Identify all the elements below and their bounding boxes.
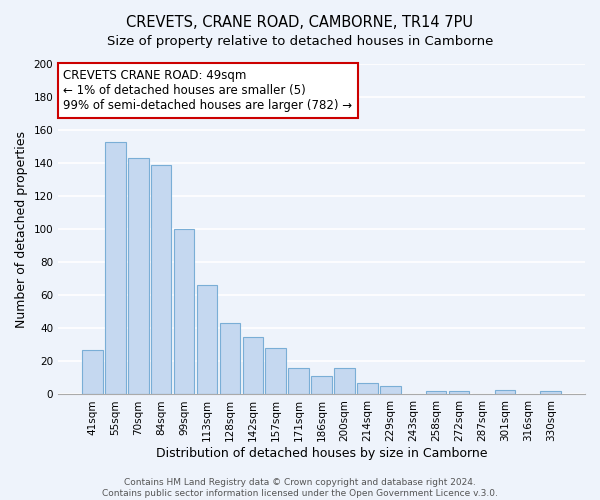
Bar xyxy=(242,336,263,394)
Y-axis label: Number of detached properties: Number of detached properties xyxy=(15,130,28,328)
Bar xyxy=(265,348,286,395)
Bar xyxy=(494,390,515,394)
Text: Contains HM Land Registry data © Crown copyright and database right 2024.
Contai: Contains HM Land Registry data © Crown c… xyxy=(102,478,498,498)
Bar xyxy=(220,324,240,394)
Text: CREVETS CRANE ROAD: 49sqm
← 1% of detached houses are smaller (5)
99% of semi-de: CREVETS CRANE ROAD: 49sqm ← 1% of detach… xyxy=(64,69,353,112)
X-axis label: Distribution of detached houses by size in Camborne: Distribution of detached houses by size … xyxy=(156,447,487,460)
Bar xyxy=(289,368,309,394)
Bar xyxy=(174,229,194,394)
Text: Size of property relative to detached houses in Camborne: Size of property relative to detached ho… xyxy=(107,35,493,48)
Bar xyxy=(541,391,561,394)
Bar xyxy=(357,383,378,394)
Bar xyxy=(105,142,125,394)
Bar xyxy=(426,391,446,394)
Bar xyxy=(151,165,172,394)
Bar xyxy=(334,368,355,394)
Bar xyxy=(128,158,149,394)
Bar xyxy=(197,286,217,395)
Bar xyxy=(380,386,401,394)
Bar xyxy=(82,350,103,395)
Text: CREVETS, CRANE ROAD, CAMBORNE, TR14 7PU: CREVETS, CRANE ROAD, CAMBORNE, TR14 7PU xyxy=(127,15,473,30)
Bar xyxy=(311,376,332,394)
Bar xyxy=(449,391,469,394)
